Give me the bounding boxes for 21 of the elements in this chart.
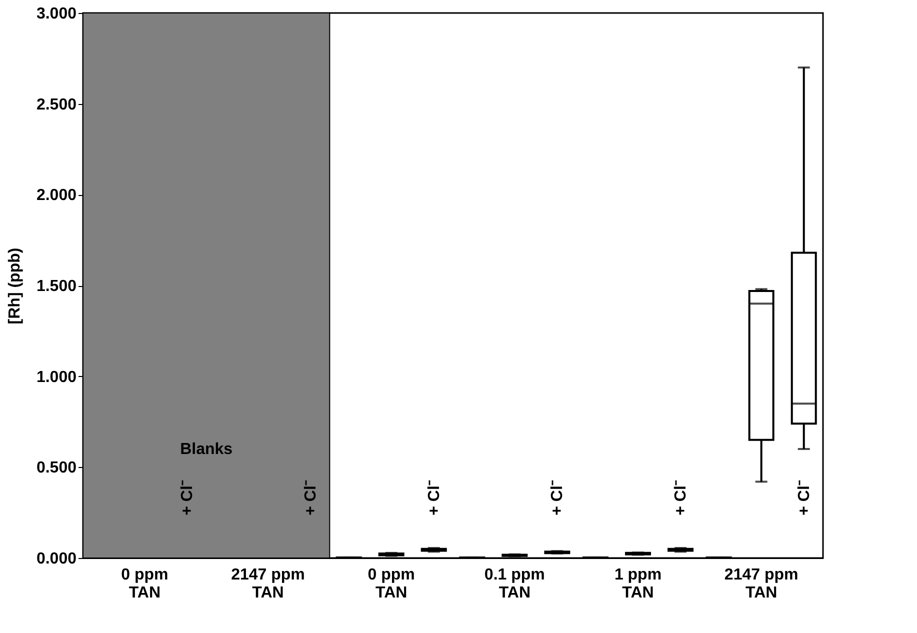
y-tick-label: 0.000 bbox=[36, 550, 77, 568]
y-tick-label: 1.000 bbox=[36, 368, 77, 386]
y-axis-title: [Rh] (ppb) bbox=[6, 248, 24, 324]
text: + Cl⁻ bbox=[302, 480, 320, 516]
x-tick-label: 2147 ppm TAN bbox=[724, 566, 798, 602]
text: + Cl⁻ bbox=[426, 480, 443, 516]
x-tick-label: 0 ppm TAN bbox=[121, 566, 168, 602]
y-tick-label: 1.500 bbox=[36, 278, 77, 295]
text: + Cl⁻ bbox=[672, 480, 690, 516]
x-tick-label: 0 ppm TAN bbox=[368, 566, 415, 602]
y-tick-label: 2.500 bbox=[36, 96, 77, 114]
text: + Cl⁻ bbox=[179, 480, 196, 516]
x-tick-label: 2147 ppm TAN bbox=[231, 566, 305, 602]
band-label: Blanks bbox=[180, 441, 233, 458]
y-tick-label: 2.000 bbox=[36, 187, 77, 204]
x-tick-label: 0.1 ppm TAN bbox=[484, 566, 545, 602]
y-tick-label: 0.500 bbox=[36, 460, 77, 477]
y-tick-label: 3.000 bbox=[36, 6, 77, 22]
x-tick-label: 1 ppm TAN bbox=[614, 566, 662, 602]
text: + Cl⁻ bbox=[796, 480, 813, 516]
text: + Cl⁻ bbox=[549, 480, 566, 516]
